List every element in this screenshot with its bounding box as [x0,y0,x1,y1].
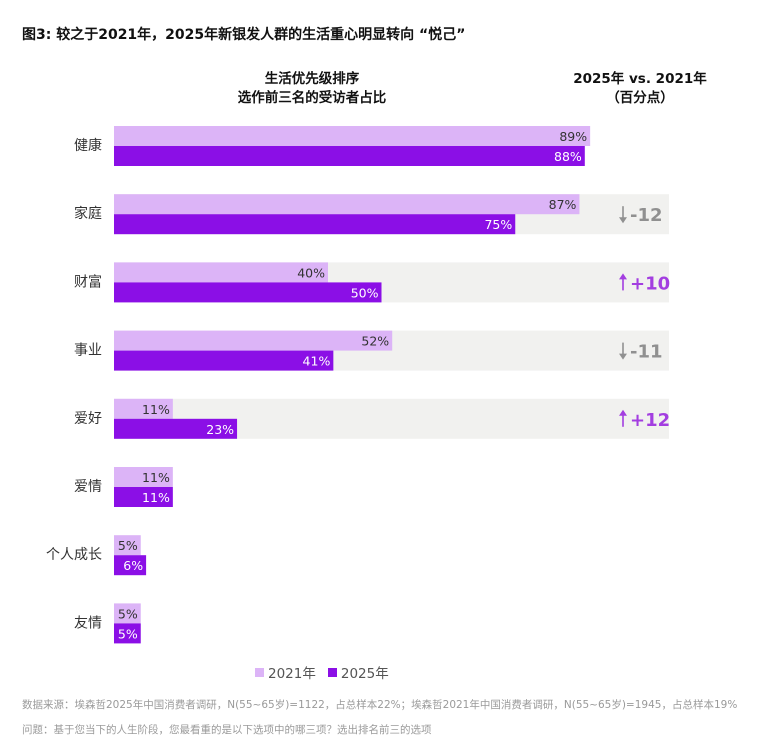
value-label-2025-row-3: 50% [351,285,379,300]
legend-swatch-2021 [255,667,264,677]
value-label-2021-row-6: 11% [142,470,170,485]
value-label-2021-row-2: 87% [549,197,577,212]
category-label-row-8: 友情 [74,615,102,631]
bar-2025-row-8 [114,623,141,644]
change-value-row-3: +10 [630,273,670,294]
bar-2025-row-6 [114,487,173,507]
value-label-2025-row-1: 88% [554,149,582,164]
change-value-row-2: -12 [630,205,663,226]
bar-2025-row-7 [114,555,147,576]
question-note: 问题：基于您当下的人生阶段，您最看重的是以下选项中的哪三项？选出排名前三的选项 [22,724,432,736]
up-arrowhead-icon-row-5 [619,409,627,416]
left-column-header: 生活优先级排序 选作前三名的受访者占比 [212,70,412,108]
category-label-row-7: 个人成长 [46,547,102,563]
left-header-line-2: 选作前三名的受访者占比 [237,90,387,106]
legend-label-2021: 2021年 [268,666,316,682]
source-note: 数据来源：埃森哲2025年中国消费者调研，N(55~65岁)=1122，占总样本… [22,699,738,711]
legend: 2021年 2025年 [255,662,389,682]
legend-item-2021: 2021年 [255,662,316,682]
legend-label-2025: 2025年 [340,666,389,682]
bar-2021-row-8 [114,603,141,624]
bar-2021-row-3 [114,262,328,283]
value-label-2025-row-7: 6% [123,558,143,573]
down-arrowhead-icon-row-4 [619,353,627,360]
category-label-row-1: 健康 [74,137,102,154]
bar-2025-row-2 [114,214,516,235]
change-value-row-4: -11 [630,342,663,363]
value-label-2021-row-4: 52% [361,334,389,349]
bar-2021-row-4 [114,330,393,351]
value-label-2025-row-4: 41% [303,354,331,369]
value-label-2025-row-8: 5% [118,626,138,641]
right-header-line-1: 2025年 vs. 2021年 [573,71,707,87]
bar-2025-row-4 [114,350,334,371]
bar-2021-row-6 [114,467,173,487]
bar-2021-row-2 [114,194,580,215]
value-label-2021-row-7: 5% [118,538,138,553]
category-label-row-3: 财富 [74,273,102,290]
bar-2025-row-5 [114,418,238,439]
right-column-header: 2025年 vs. 2021年 （百分点） [555,70,725,108]
bar-2021-row-7 [114,535,141,556]
chart-title: 图3: 较之于2021年，2025年新银发人群的生活重心明显转向 “悦己” [22,27,466,43]
value-label-2021-row-8: 5% [118,606,138,621]
category-label-row-4: 事业 [74,343,102,359]
left-header-line-1: 生活优先级排序 [264,71,360,87]
legend-item-2025: 2025年 [327,662,389,682]
category-label-row-5: 爱好 [74,411,102,427]
change-value-row-5: +12 [630,410,670,431]
bar-2025-row-1 [114,146,585,166]
down-arrowhead-icon-row-2 [619,217,627,224]
value-label-2021-row-1: 89% [559,129,587,144]
value-label-2021-row-3: 40% [297,265,325,280]
category-label-row-2: 家庭 [74,205,102,222]
bar-2025-row-3 [114,282,382,303]
bar-2021-row-5 [114,398,173,419]
up-arrowhead-icon-row-3 [619,273,627,280]
value-label-2025-row-2: 75% [484,217,512,232]
bar-2021-row-1 [114,126,591,146]
value-label-2025-row-6: 11% [142,490,170,505]
value-label-2021-row-5: 11% [142,402,170,417]
legend-swatch-2025 [327,667,337,677]
category-label-row-6: 爱情 [74,479,102,495]
right-header-line-2: （百分点） [606,90,674,106]
value-label-2025-row-5: 23% [206,422,234,437]
